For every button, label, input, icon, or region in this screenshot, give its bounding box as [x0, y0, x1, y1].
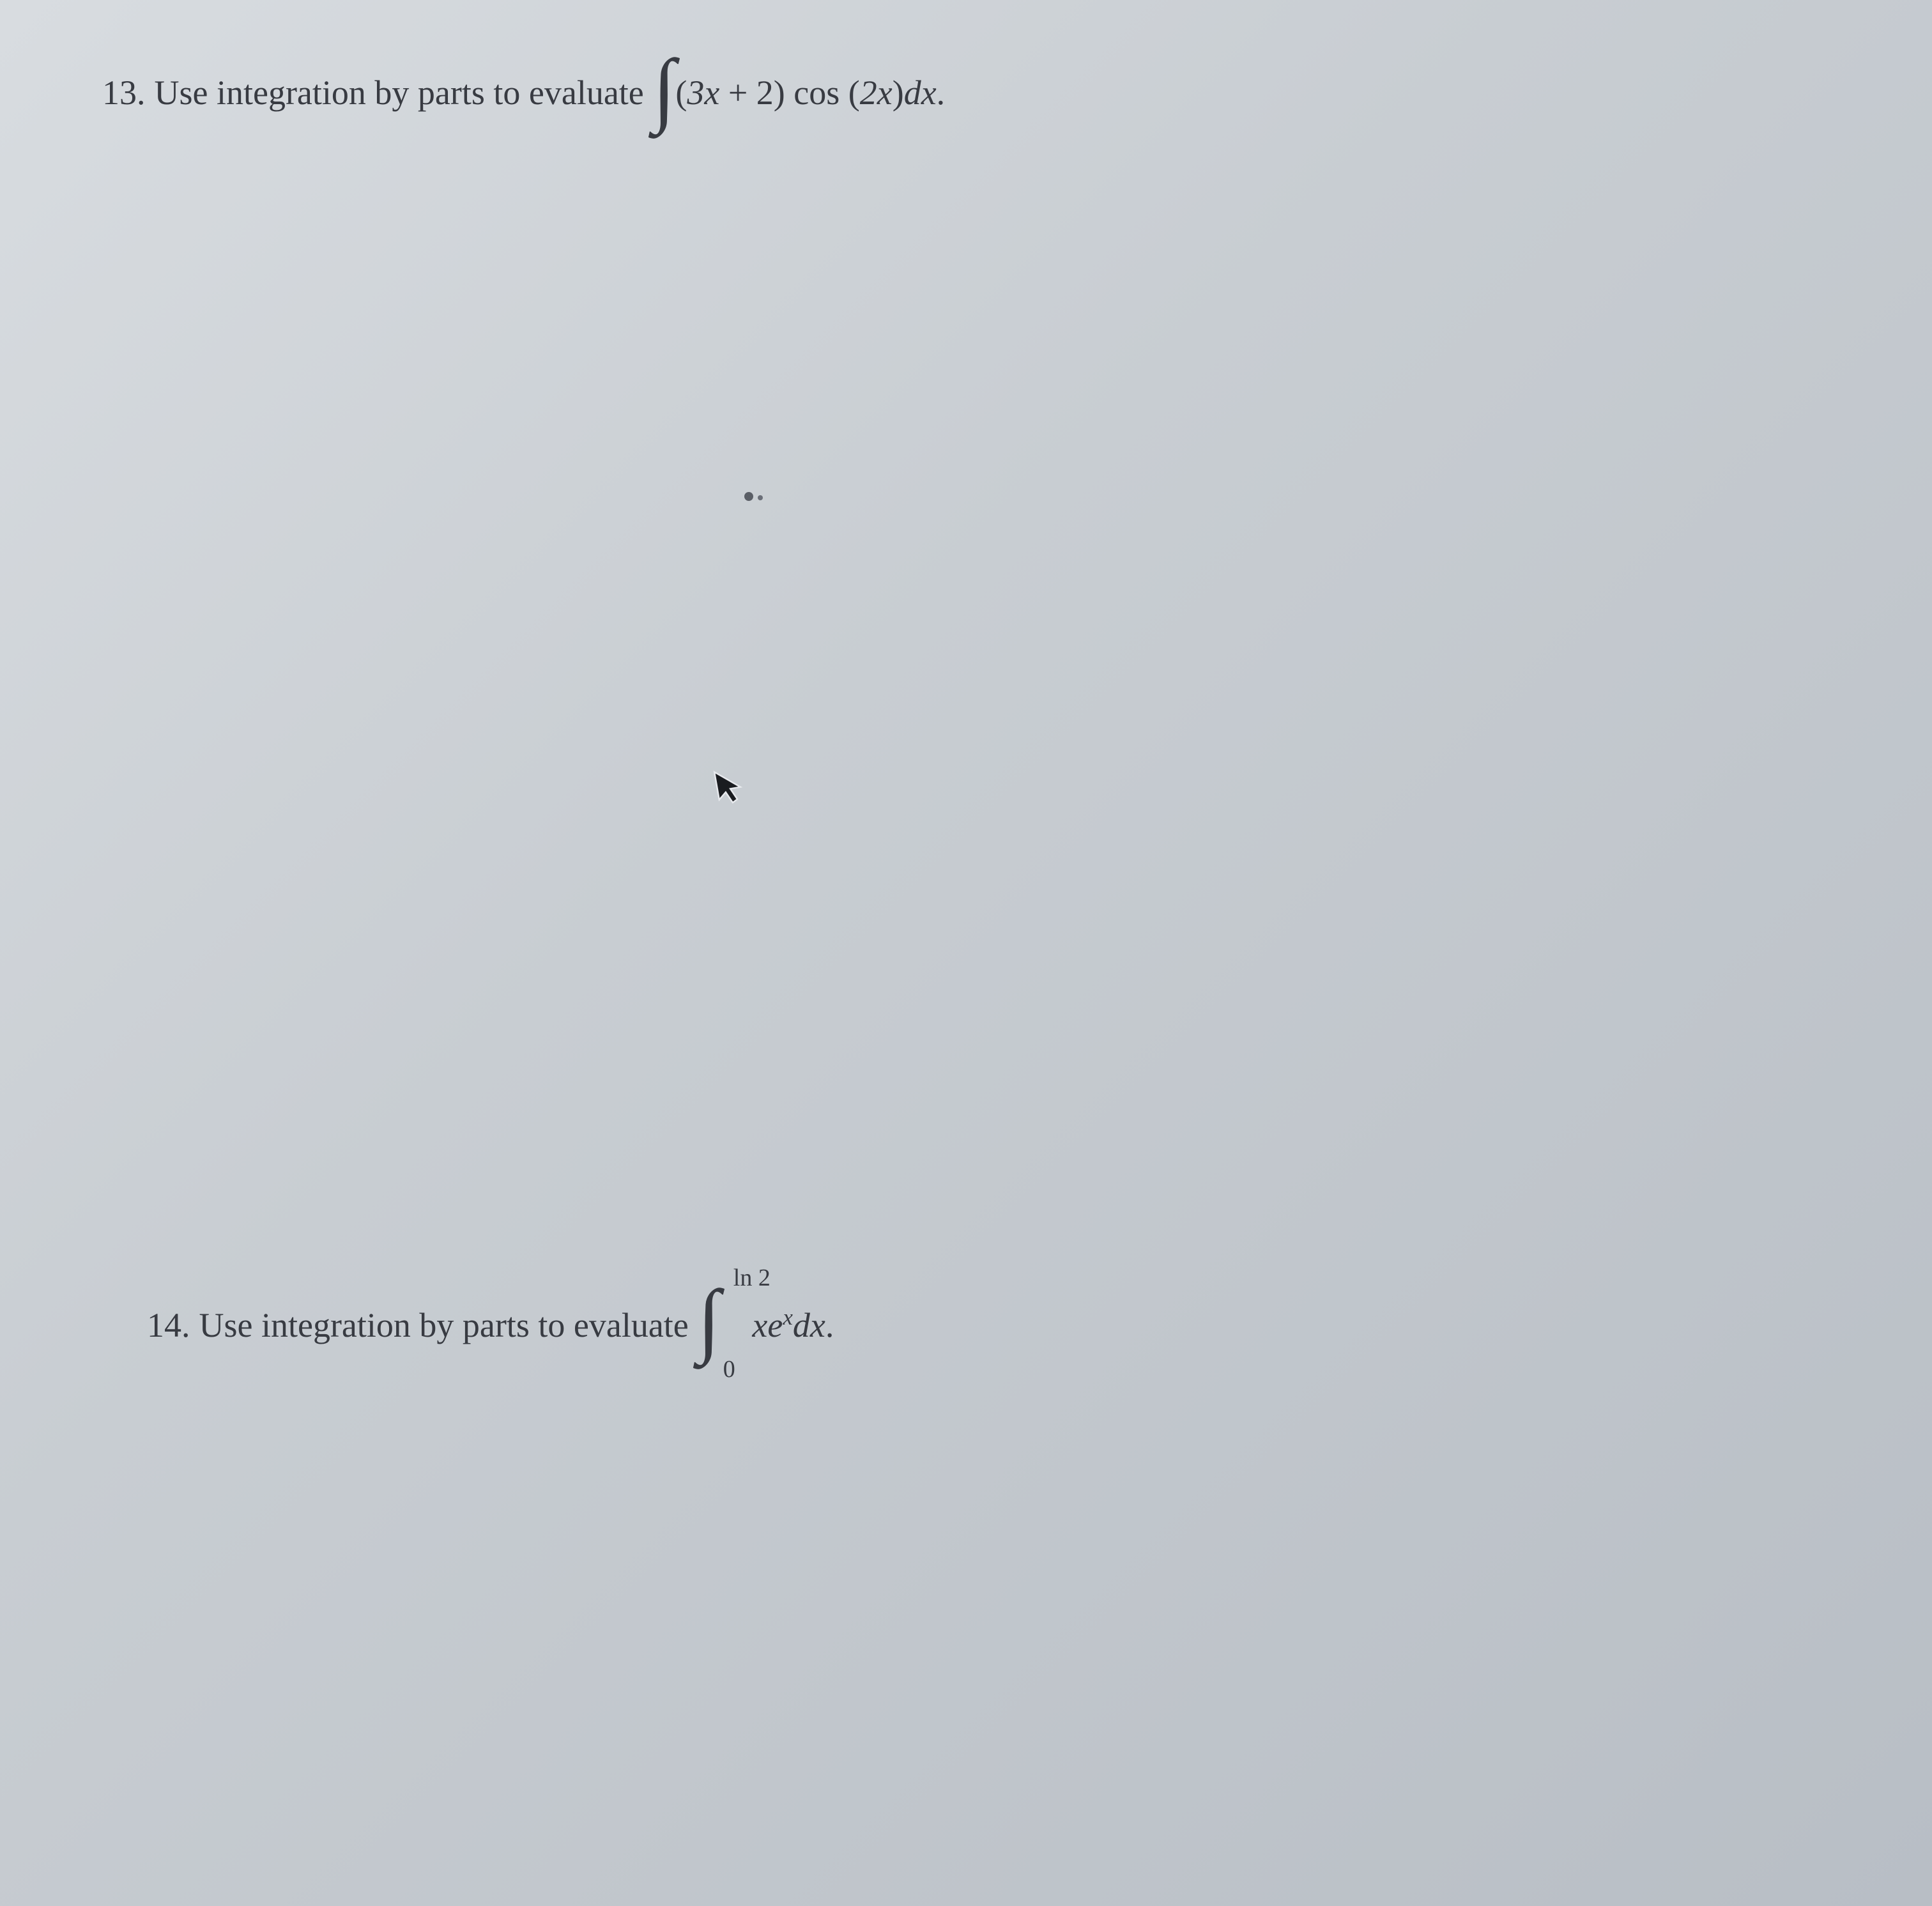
- problem-number: 14.: [147, 1302, 190, 1350]
- integral-expression: ∫ (3x + 2) cos (2x)dx.: [653, 64, 945, 122]
- problem-prompt: Use integration by parts to evaluate: [155, 69, 644, 118]
- worksheet-page: 13. Use integration by parts to evaluate…: [0, 0, 1932, 1906]
- integrand: xexdx.: [752, 1302, 834, 1350]
- problem-prompt: Use integration by parts to evaluate: [199, 1302, 689, 1350]
- problem-number: 13.: [102, 69, 146, 118]
- screen-speck: [744, 492, 753, 501]
- upper-limit: ln 2: [733, 1261, 770, 1295]
- lower-limit: 0: [723, 1353, 735, 1387]
- integral-sign: ∫: [653, 60, 676, 118]
- integral-sign-definite: ln 2 ∫ 0: [698, 1291, 721, 1360]
- mouse-cursor-icon: [712, 764, 753, 820]
- integral-expression: ln 2 ∫ 0 xexdx.: [698, 1291, 834, 1360]
- integrand: (3x + 2) cos (2x)dx.: [675, 69, 945, 118]
- problem-13: 13. Use integration by parts to evaluate…: [102, 64, 945, 122]
- problem-14: 14. Use integration by parts to evaluate…: [147, 1291, 834, 1360]
